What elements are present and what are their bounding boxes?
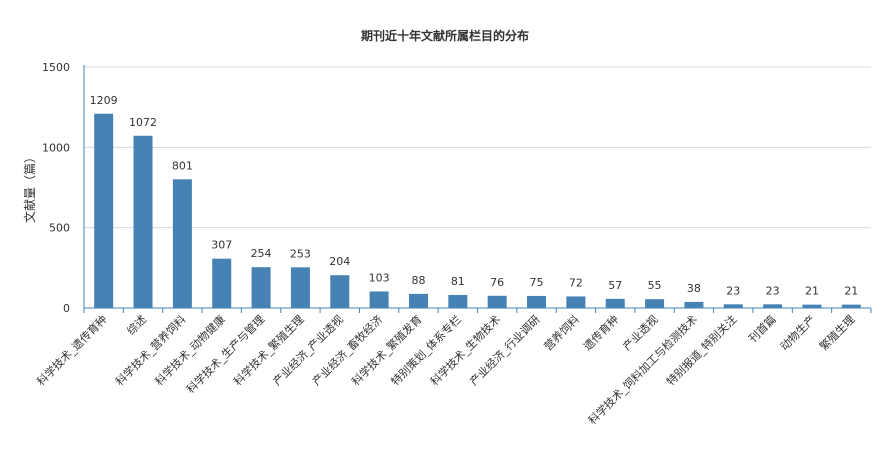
y-tick-label: 1500 xyxy=(42,61,70,74)
bar xyxy=(684,301,704,308)
bar xyxy=(172,179,192,308)
y-tick-label: 500 xyxy=(49,222,70,235)
bar xyxy=(566,296,586,308)
bar xyxy=(448,294,468,308)
bar xyxy=(802,304,822,308)
bar xyxy=(763,304,783,308)
x-axis-ticks: 科学技术_遗传育种 综述科学技术_营养饲料科学技术_动物健康科学技术_生产与管理科… xyxy=(34,308,872,427)
bar-value-label: 1209 xyxy=(90,94,118,107)
bar xyxy=(723,304,743,308)
x-tick-label: 遗传育种 xyxy=(580,312,621,353)
bars xyxy=(94,113,861,308)
x-tick-label: 科学技术_动物健康 xyxy=(152,312,228,388)
x-tick-label: 综述 xyxy=(124,312,149,337)
bar-value-label: 103 xyxy=(369,271,390,284)
axes xyxy=(83,65,871,309)
bar-value-label: 23 xyxy=(726,284,740,297)
x-tick-label: 繁殖生理 xyxy=(816,312,857,353)
bar xyxy=(330,275,350,308)
x-tick-label: 科学技术_营养饲料 xyxy=(112,312,188,388)
x-tick-label: 产业经济_行业调研 xyxy=(467,312,543,388)
x-tick-label: 特别报道_特别关注 xyxy=(663,312,739,388)
y-tick-label: 1000 xyxy=(42,141,70,154)
x-tick-label: 科学技术_遗传育种 xyxy=(34,312,110,388)
bar-value-label: 88 xyxy=(411,274,425,287)
bar-value-label: 75 xyxy=(530,276,544,289)
bar-value-label: 57 xyxy=(608,279,622,292)
x-tick-label: 产业经济_畜牧经济 xyxy=(309,312,385,388)
bar-value-label: 307 xyxy=(211,239,232,252)
bar-value-label: 21 xyxy=(844,285,858,298)
x-tick-label: 科学技术_繁殖生理 xyxy=(231,312,307,388)
bar-value-label: 81 xyxy=(451,275,465,288)
x-tick-label: 刊首篇 xyxy=(746,312,779,345)
y-axis-ticks: 0 500 1000 1500 xyxy=(42,61,70,315)
x-tick-label: 特别策划_体系专栏 xyxy=(388,312,464,388)
bar-value-label: 72 xyxy=(569,276,583,289)
bar-value-label: 23 xyxy=(766,284,780,297)
bar xyxy=(290,267,310,308)
chart-title: 期刊近十年文献所属栏目的分布 xyxy=(361,28,529,43)
x-tick-label: 营养饲料 xyxy=(541,312,582,353)
x-tick-label: 动物生产 xyxy=(777,312,818,353)
data-labels: 1209 1072 801 307 254 253 204 103 88 81 76 75 72 57 55… xyxy=(90,94,859,298)
bar xyxy=(841,304,861,308)
bar xyxy=(408,293,428,308)
bar xyxy=(527,295,547,308)
bar-value-label: 76 xyxy=(490,276,504,289)
x-tick-label: 科学技术_生物技术 xyxy=(427,312,503,388)
y-axis-label: 文献量（篇） xyxy=(22,151,37,223)
x-tick-label: 科学技术_生产与管理 xyxy=(183,312,267,396)
bar-value-label: 55 xyxy=(648,279,662,292)
bar-value-label: 1072 xyxy=(129,116,157,129)
bar-value-label: 253 xyxy=(290,247,311,260)
bar xyxy=(94,113,114,308)
x-tick-label: 产业经济_产业透视 xyxy=(270,312,346,388)
x-tick-label: 产业透视 xyxy=(620,312,661,353)
bar xyxy=(605,298,625,308)
bar xyxy=(133,135,153,308)
bar-value-label: 801 xyxy=(172,159,193,172)
bar xyxy=(212,258,232,308)
bar xyxy=(487,295,507,308)
y-tick-label: 0 xyxy=(63,302,70,315)
bar xyxy=(369,291,389,308)
x-tick-label: 科学技术_繁殖发育 xyxy=(349,312,425,388)
bar xyxy=(251,267,271,308)
bar-value-label: 204 xyxy=(329,255,350,268)
bar-value-label: 38 xyxy=(687,282,701,295)
bar-value-label: 254 xyxy=(251,247,272,260)
bar-value-label: 21 xyxy=(805,285,819,298)
gridlines xyxy=(84,66,871,229)
bar xyxy=(645,299,665,308)
